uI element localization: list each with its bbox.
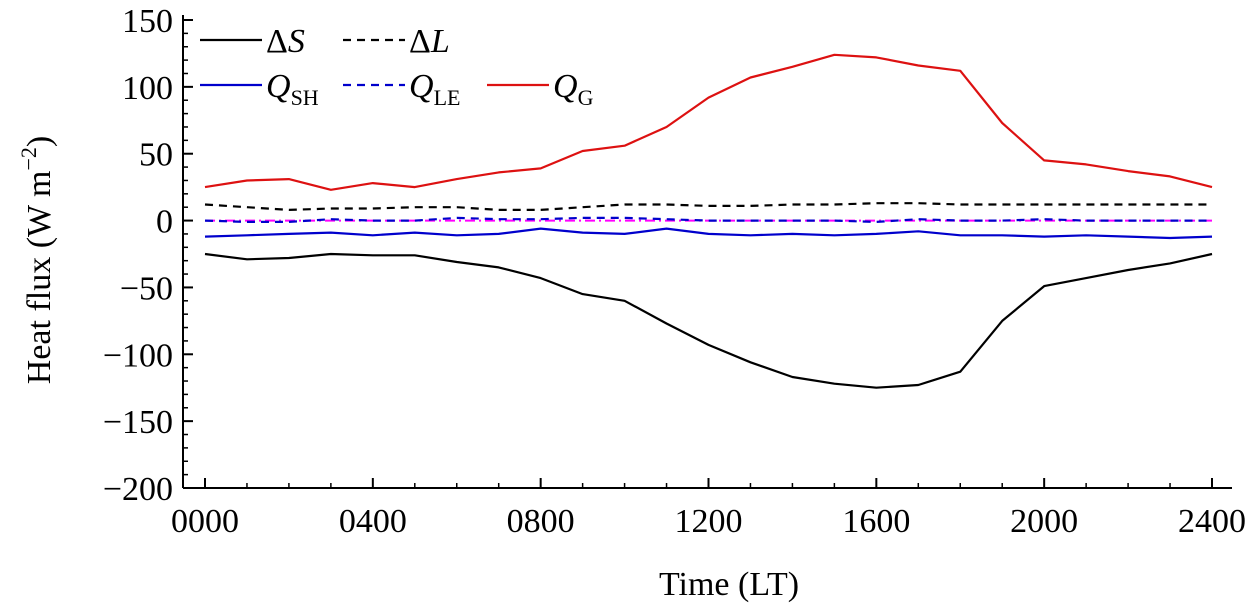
- legend-label-4: QG: [553, 68, 594, 110]
- legend-label-1: ΔL: [409, 23, 450, 60]
- legend: ΔS ΔL QSH QLE QG: [200, 23, 594, 110]
- series-line-1: [204, 202, 1212, 211]
- y-tick-label: −50: [120, 270, 173, 307]
- series-line-4: [204, 53, 1213, 191]
- x-tick-label: 2400: [1178, 503, 1246, 540]
- legend-label-2: QSH: [266, 68, 319, 110]
- y-tick-label: −100: [103, 337, 173, 374]
- y-tick-label: −150: [103, 404, 173, 441]
- series-lines: [204, 53, 1213, 389]
- y-tick-label: 150: [122, 3, 173, 40]
- x-tick-label: 1200: [675, 503, 743, 540]
- x-tick-label: 1600: [842, 503, 910, 540]
- axes: −200 −150 −100 −50 0 50 100 150 0000 0400 0800 1200…: [103, 3, 1246, 540]
- x-axis-label: Time (LT): [659, 566, 799, 603]
- y-tick-label: 50: [139, 137, 173, 174]
- series-line-0: [204, 252, 1213, 389]
- y-axis-label: Heat flux (W m−2): [16, 136, 58, 384]
- x-tick-label: 2000: [1010, 503, 1078, 540]
- y-tick-label: −200: [103, 471, 173, 508]
- legend-label-3: QLE: [409, 68, 460, 110]
- x-tick-label: 0400: [339, 503, 407, 540]
- series-line-2: [204, 227, 1213, 240]
- x-tick-label: 0000: [171, 503, 239, 540]
- legend-label-0: ΔS: [266, 23, 305, 60]
- y-tick-label: 100: [122, 70, 173, 107]
- x-tick-label: 0800: [507, 503, 575, 540]
- y-tick-label: 0: [156, 204, 173, 241]
